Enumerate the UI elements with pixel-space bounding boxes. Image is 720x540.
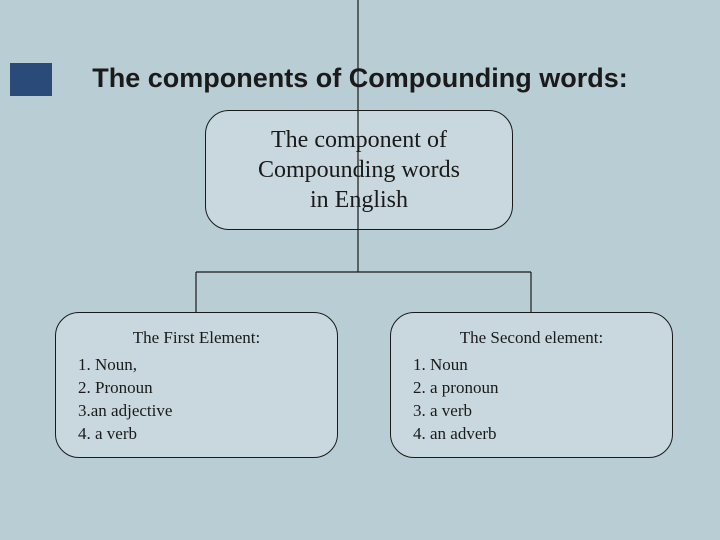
- list-item: 4. an adverb: [413, 423, 650, 446]
- list-item: 2. Pronoun: [78, 377, 315, 400]
- child-title: The First Element:: [78, 327, 315, 350]
- list-item: 1. Noun,: [78, 354, 315, 377]
- root-node-text: The component of Compounding words in En…: [258, 125, 460, 215]
- child-items: 1. Noun 2. a pronoun 3. a verb 4. an adv…: [413, 354, 650, 446]
- list-item: 1. Noun: [413, 354, 650, 377]
- root-line: Compounding words: [258, 155, 460, 185]
- root-line: The component of: [258, 125, 460, 155]
- page-title: The components of Compounding words:: [10, 63, 710, 94]
- list-item: 3. a verb: [413, 400, 650, 423]
- child-node-first-element: The First Element: 1. Noun, 2. Pronoun 3…: [55, 312, 338, 458]
- root-line: in English: [258, 185, 460, 215]
- child-node-second-element: The Second element: 1. Noun 2. a pronoun…: [390, 312, 673, 458]
- root-node: The component of Compounding words in En…: [205, 110, 513, 230]
- list-item: 3.an adjective: [78, 400, 315, 423]
- child-title: The Second element:: [413, 327, 650, 350]
- list-item: 2. a pronoun: [413, 377, 650, 400]
- child-items: 1. Noun, 2. Pronoun 3.an adjective 4. a …: [78, 354, 315, 446]
- list-item: 4. a verb: [78, 423, 315, 446]
